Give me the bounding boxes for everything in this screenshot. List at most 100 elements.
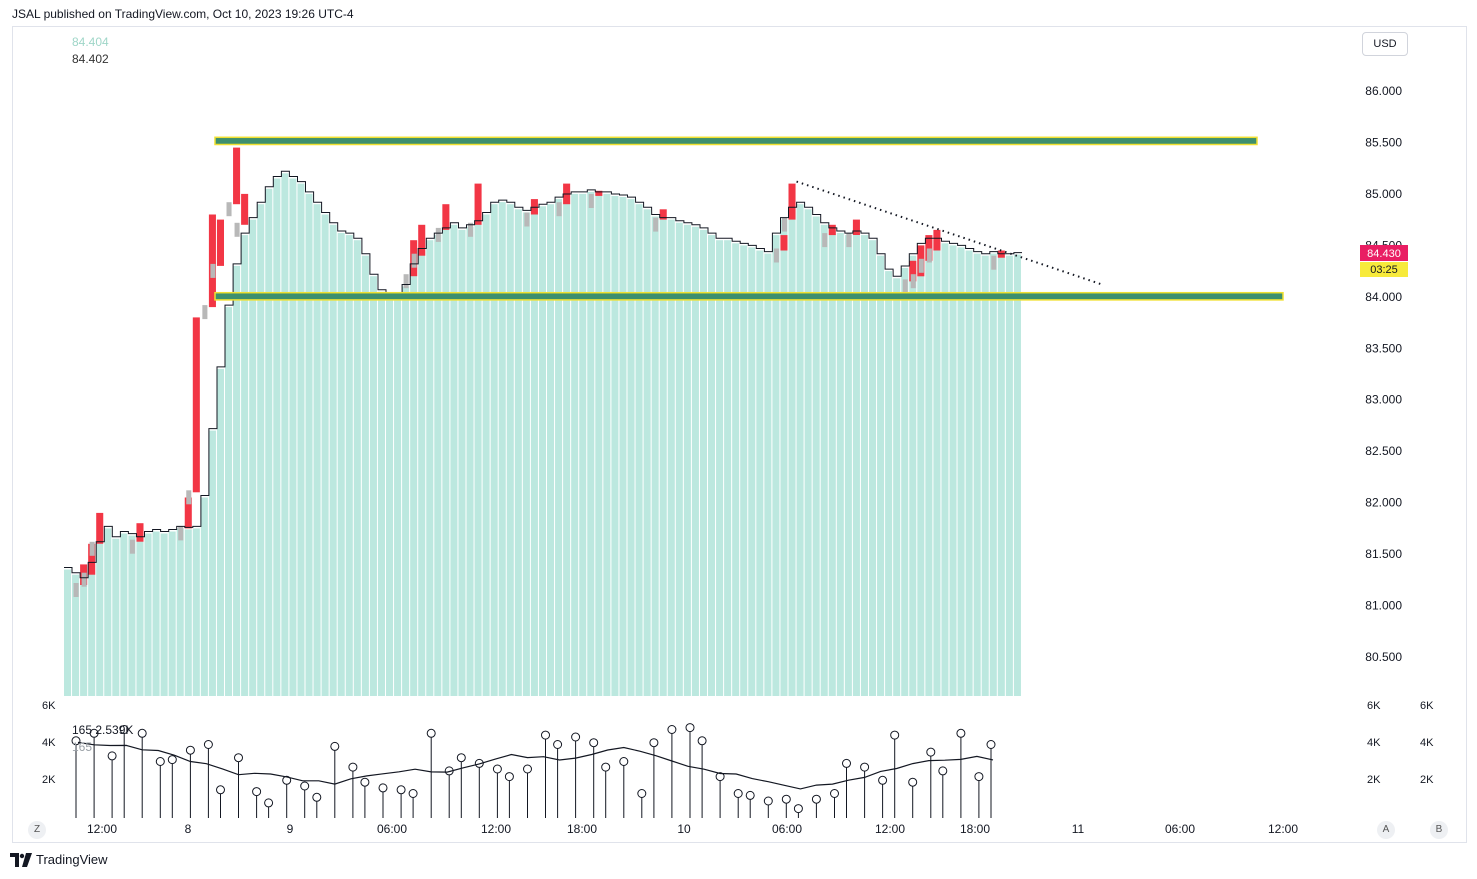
price-axis-tick: 82.500 bbox=[1365, 444, 1402, 458]
volume-axis-tick-right-b: 6K bbox=[1420, 700, 1434, 712]
price-bar bbox=[571, 193, 579, 696]
grey-bar bbox=[403, 274, 409, 289]
grey-bar bbox=[588, 194, 594, 208]
price-bar bbox=[748, 247, 756, 696]
grey-bar bbox=[178, 526, 184, 541]
volume-point bbox=[523, 764, 532, 774]
volume-point bbox=[330, 741, 340, 751]
price-bar bbox=[941, 243, 949, 697]
down-bar bbox=[88, 543, 96, 575]
price-bar bbox=[804, 209, 812, 697]
auto-scale-button[interactable]: A bbox=[1377, 821, 1395, 839]
price-axis-tick: 83.000 bbox=[1365, 393, 1402, 407]
price-bar bbox=[490, 204, 498, 696]
volume-point bbox=[264, 798, 274, 808]
footer-brand[interactable]: TradingView bbox=[10, 852, 108, 867]
price-bar bbox=[386, 294, 394, 696]
price-bar bbox=[1005, 255, 1013, 696]
price-bar bbox=[216, 368, 224, 696]
volume-point bbox=[360, 777, 370, 787]
down-bar bbox=[909, 260, 917, 282]
volume-point bbox=[492, 764, 502, 774]
price-area-bars bbox=[64, 173, 1021, 697]
price-bar bbox=[208, 430, 216, 696]
volume-point bbox=[252, 787, 262, 797]
volume-point bbox=[203, 740, 213, 749]
time-axis: 12:00 8 9 06:00 12:00 18:00 10 06:00 12:00 18:00 1… bbox=[87, 822, 1298, 836]
price-bar bbox=[595, 193, 603, 696]
price-bar bbox=[917, 245, 925, 696]
price-bar bbox=[611, 196, 619, 696]
volume-point bbox=[137, 728, 147, 738]
volume-axis-tick-right-b: 2K bbox=[1420, 774, 1434, 786]
chart-frame bbox=[12, 26, 1467, 843]
time-axis-tick: 12:00 bbox=[87, 822, 117, 836]
price-bar bbox=[844, 235, 852, 696]
volume-axis-tick-left: 6K bbox=[42, 700, 56, 712]
down-bar bbox=[828, 224, 836, 236]
volume-point bbox=[763, 796, 773, 806]
volume-point bbox=[571, 732, 581, 742]
price-bar bbox=[241, 235, 249, 696]
volume-point bbox=[842, 758, 851, 768]
price-bar bbox=[788, 209, 796, 697]
footer-brand-label: TradingView bbox=[36, 852, 108, 867]
down-bar bbox=[418, 224, 426, 256]
price-bar bbox=[579, 193, 587, 696]
price-bar bbox=[635, 204, 643, 696]
price-bar bbox=[691, 226, 699, 697]
price-bar bbox=[780, 219, 788, 696]
down-bar bbox=[233, 147, 241, 205]
time-axis-tick: 8 bbox=[185, 822, 192, 836]
price-bar bbox=[96, 543, 104, 696]
price-bar bbox=[64, 569, 72, 696]
grey-bar bbox=[910, 274, 916, 289]
price-bar bbox=[458, 229, 466, 696]
time-axis-tick: 06:00 bbox=[377, 822, 407, 836]
price-bar bbox=[901, 268, 909, 696]
price-bar bbox=[909, 255, 917, 696]
price-bar bbox=[144, 533, 152, 696]
volume-point bbox=[697, 736, 707, 746]
down-bar bbox=[96, 512, 104, 544]
volume-point bbox=[601, 762, 611, 772]
tradingview-logo-icon bbox=[10, 852, 32, 867]
price-bar bbox=[933, 240, 941, 696]
price-bar bbox=[651, 216, 659, 696]
volume-point bbox=[667, 725, 677, 734]
grey-bar bbox=[991, 255, 997, 270]
price-bar bbox=[514, 209, 522, 697]
price-bar bbox=[820, 224, 828, 697]
volume-axis-tick-right-b: 4K bbox=[1420, 737, 1434, 749]
zoom-button[interactable]: Z bbox=[28, 821, 46, 839]
price-bar bbox=[708, 235, 716, 696]
volume-point bbox=[938, 766, 948, 776]
price-axis-tick: 81.500 bbox=[1365, 547, 1402, 561]
price-bar bbox=[869, 240, 877, 696]
grey-bar bbox=[653, 217, 659, 232]
price-bar bbox=[627, 199, 635, 696]
price-axis-tick: 83.500 bbox=[1365, 341, 1402, 355]
price-bar bbox=[764, 253, 772, 696]
volume-point bbox=[619, 757, 629, 766]
scale-b-button[interactable]: B bbox=[1430, 821, 1448, 839]
down-bar bbox=[933, 229, 941, 251]
price-bar bbox=[337, 233, 345, 696]
price-bar bbox=[828, 229, 836, 696]
volume-point bbox=[589, 738, 599, 748]
down-bar bbox=[192, 317, 200, 493]
price-axis-tick: 80.500 bbox=[1365, 650, 1402, 664]
volume-point bbox=[167, 755, 177, 765]
countdown-tag: 03:25 bbox=[1370, 264, 1398, 276]
currency-button[interactable]: USD bbox=[1362, 32, 1408, 56]
price-bar bbox=[321, 214, 329, 696]
down-bar bbox=[788, 183, 796, 220]
volume-point bbox=[830, 789, 839, 798]
price-bar bbox=[860, 235, 868, 696]
price-bar bbox=[168, 531, 176, 696]
time-axis-tick: 18:00 bbox=[567, 822, 597, 836]
volume-point bbox=[649, 738, 659, 748]
grey-bar bbox=[89, 541, 95, 556]
time-axis-tick: 12:00 bbox=[1268, 822, 1298, 836]
